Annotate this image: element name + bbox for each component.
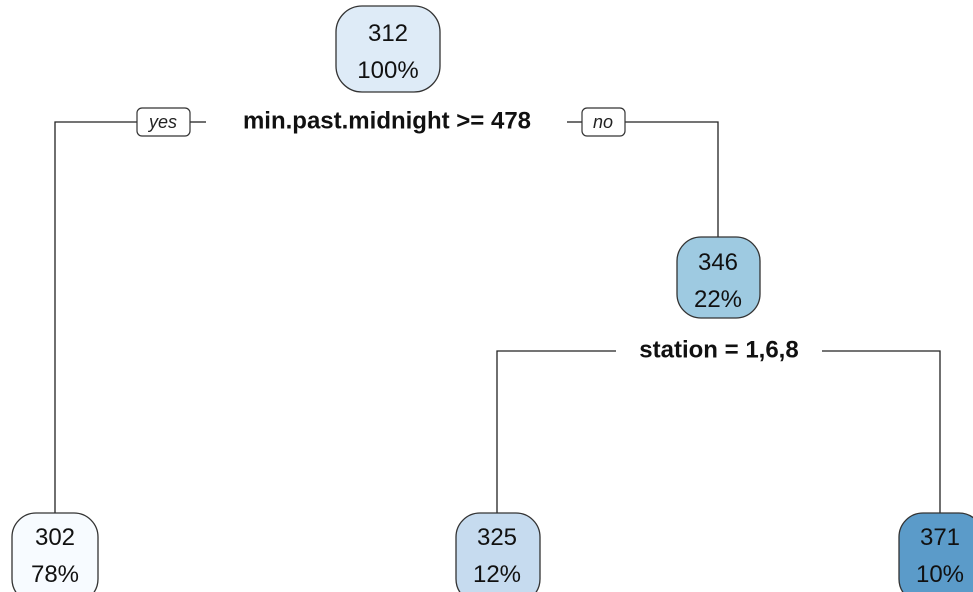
node-percent: 12% — [473, 561, 521, 588]
node-value: 312 — [368, 20, 408, 47]
node-box — [11, 512, 99, 592]
node-box — [898, 512, 973, 592]
node: 371 10% — [898, 512, 973, 592]
node: 312 100% — [335, 5, 441, 93]
node-value: 325 — [477, 524, 517, 551]
edge — [496, 350, 616, 513]
split-label: station = 1,6,8 — [639, 336, 798, 363]
no-box — [581, 107, 626, 137]
node: 346 22% — [676, 236, 761, 319]
node: 325 12% — [455, 512, 541, 592]
node: 302 78% — [11, 512, 99, 592]
node-percent: 100% — [357, 57, 418, 84]
no-label: no — [593, 112, 613, 132]
node-box — [676, 236, 761, 319]
edge — [625, 121, 719, 237]
split-label: min.past.midnight >= 478 — [243, 107, 531, 134]
node-percent: 22% — [694, 286, 742, 313]
node-box — [335, 5, 441, 93]
node-value: 346 — [698, 249, 738, 276]
yes-label: yes — [147, 112, 177, 132]
node-percent: 78% — [31, 561, 79, 588]
node-percent: 10% — [916, 561, 964, 588]
edge — [54, 121, 137, 513]
yes-box — [136, 107, 191, 137]
node-box — [455, 512, 541, 592]
node-value: 371 — [920, 524, 960, 551]
node-value: 302 — [35, 524, 75, 551]
edge — [822, 350, 941, 513]
